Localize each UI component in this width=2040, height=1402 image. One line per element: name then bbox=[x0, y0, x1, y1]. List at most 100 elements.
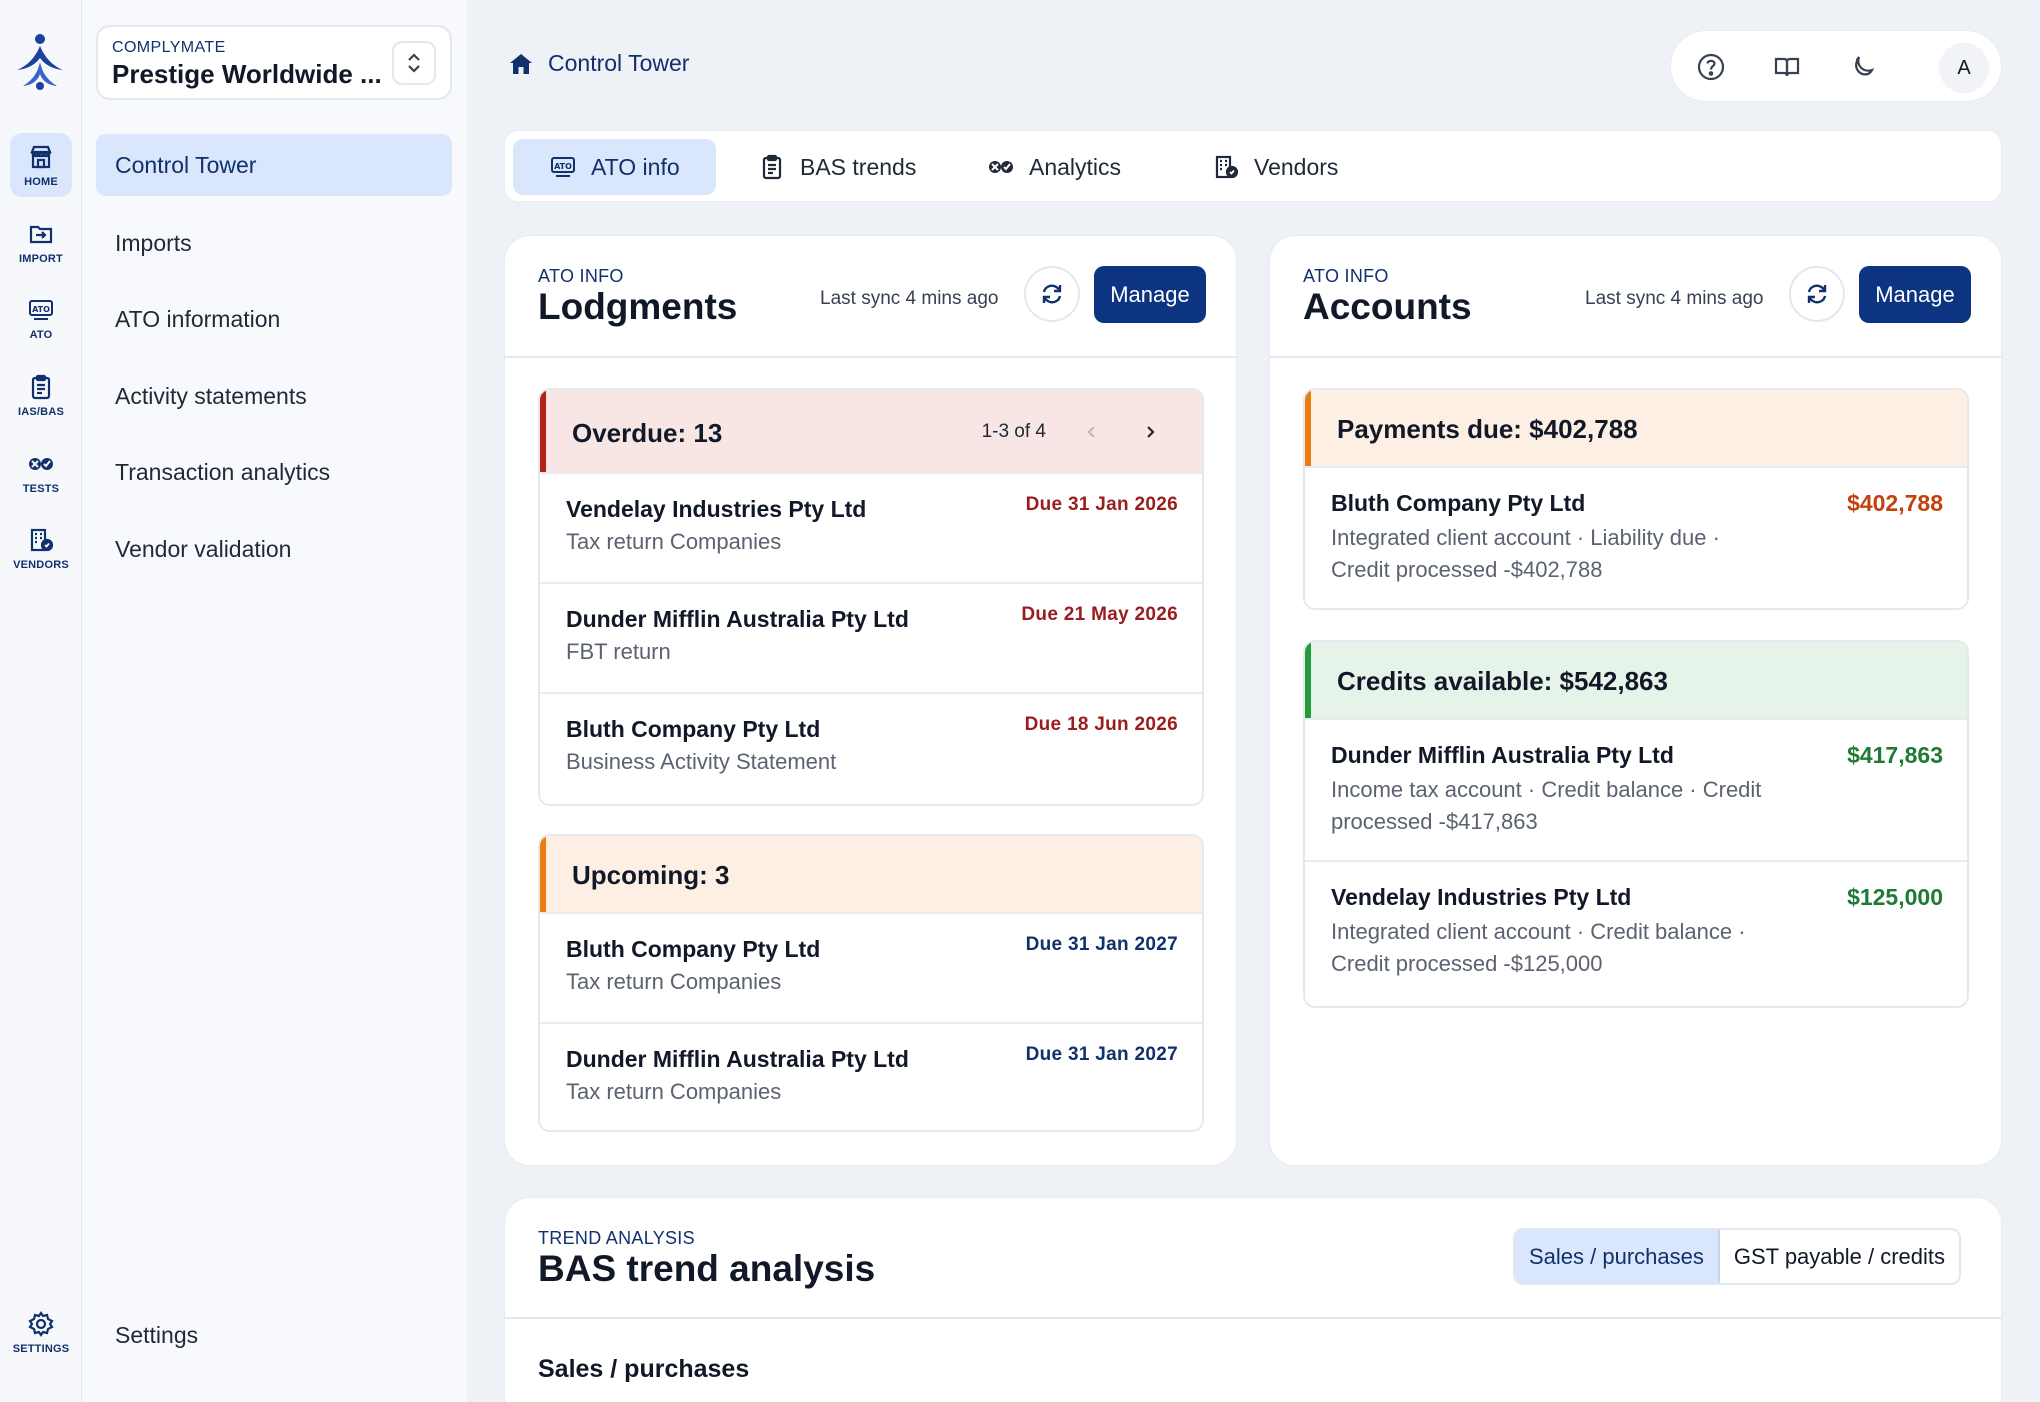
help-button[interactable] bbox=[1693, 49, 1729, 85]
lodgment-entity: Vendelay Industries Pty Ltd bbox=[566, 496, 867, 522]
rail-import[interactable]: IMPORT bbox=[10, 210, 72, 274]
tab-ato-info[interactable]: ATO ATO info bbox=[513, 139, 716, 195]
credits-available-header: Credits available: $542,863 bbox=[1305, 642, 1967, 718]
pager-next-button[interactable] bbox=[1138, 420, 1162, 444]
overdue-header: Overdue: 13 1-3 of 4 bbox=[540, 390, 1202, 472]
rail-import-label: IMPORT bbox=[19, 252, 63, 265]
tab-bas-trends[interactable]: BAS trends bbox=[722, 139, 952, 195]
nav-activity-statements[interactable]: Activity statements bbox=[115, 382, 307, 409]
lodgment-entity: Dunder Mifflin Australia Pty Ltd bbox=[566, 1046, 909, 1072]
toggle-sales-purchases[interactable]: Sales / purchases bbox=[1515, 1230, 1720, 1283]
vendors-icon bbox=[1215, 155, 1239, 179]
trend-card: TREND ANALYSIS BAS trend analysis Sales … bbox=[504, 1197, 2002, 1402]
org-name: Prestige Worldwide ... bbox=[112, 59, 382, 89]
lodgment-entity: Bluth Company Pty Ltd bbox=[566, 716, 821, 742]
home-store-icon bbox=[30, 145, 52, 168]
account-row[interactable]: Bluth Company Pty Ltd $402,788 Integrate… bbox=[1305, 466, 1967, 608]
clipboard-icon bbox=[31, 374, 51, 399]
breadcrumb[interactable]: Control Tower bbox=[508, 50, 689, 77]
vendors-icon bbox=[30, 528, 54, 551]
lodgment-type: Business Activity Statement bbox=[566, 749, 837, 774]
account-amount: $125,000 bbox=[1847, 884, 1943, 910]
account-detail-line-2: Credit processed -$125,000 bbox=[1331, 951, 1603, 976]
gear-icon bbox=[28, 1310, 54, 1337]
nav-ato-information[interactable]: ATO information bbox=[115, 305, 281, 332]
tests-icon bbox=[989, 161, 1013, 173]
moon-icon bbox=[1855, 56, 1875, 76]
accounts-sync-status: Last sync 4 mins ago bbox=[1585, 288, 1764, 309]
payments-due-title: Payments due: $402,788 bbox=[1337, 414, 1638, 444]
accounts-refresh-button[interactable] bbox=[1789, 266, 1845, 322]
refresh-icon bbox=[1807, 284, 1827, 304]
nav-control-tower[interactable]: Control Tower bbox=[96, 134, 452, 196]
rail-home-label: HOME bbox=[24, 175, 58, 188]
account-row[interactable]: Dunder Mifflin Australia Pty Ltd $417,86… bbox=[1305, 718, 1967, 860]
complymate-logo[interactable] bbox=[13, 32, 67, 92]
pager-label: 1-3 of 4 bbox=[981, 421, 1046, 442]
help-icon bbox=[1697, 53, 1725, 81]
rail-ato[interactable]: ATO ATO bbox=[10, 286, 72, 350]
clipboard-icon bbox=[762, 154, 782, 180]
nav-transaction-analytics[interactable]: Transaction analytics bbox=[115, 458, 331, 485]
tab-vendors[interactable]: Vendors bbox=[1176, 139, 1374, 195]
accounts-manage-button[interactable]: Manage bbox=[1859, 266, 1971, 323]
lodgments-manage-button[interactable]: Manage bbox=[1094, 266, 1206, 323]
trend-view-toggle: Sales / purchases GST payable / credits bbox=[1513, 1228, 1962, 1285]
account-detail-line-1: Income tax account · Credit balance · Cr… bbox=[1331, 777, 1762, 802]
lodgment-row[interactable]: Vendelay Industries Pty Ltd Tax return C… bbox=[540, 472, 1202, 582]
tab-ato-info-label: ATO info bbox=[591, 153, 680, 180]
lodgment-row[interactable]: Bluth Company Pty Ltd Tax return Compani… bbox=[540, 912, 1202, 1022]
lodgment-row[interactable]: Dunder Mifflin Australia Pty Ltd FBT ret… bbox=[540, 582, 1202, 692]
nav-settings[interactable]: Settings bbox=[115, 1321, 199, 1348]
rail-settings[interactable]: SETTINGS bbox=[10, 1300, 72, 1364]
org-switch-button[interactable] bbox=[392, 41, 436, 85]
account-row[interactable]: Vendelay Industries Pty Ltd $125,000 Int… bbox=[1305, 860, 1967, 1002]
rail-iasbas[interactable]: IAS/BAS bbox=[10, 363, 72, 427]
lodgment-row[interactable]: Bluth Company Pty Ltd Business Activity … bbox=[540, 692, 1202, 802]
tab-analytics[interactable]: Analytics bbox=[951, 139, 1157, 195]
trend-section-title: Sales / purchases bbox=[538, 1355, 750, 1383]
breadcrumb-label: Control Tower bbox=[548, 50, 690, 76]
main-tabs: ATO ATO info BAS trends Analytics Vendor… bbox=[504, 130, 2002, 202]
org-tag: COMPLYMATE bbox=[112, 39, 226, 56]
docs-button[interactable] bbox=[1769, 49, 1805, 85]
nav-imports[interactable]: Imports bbox=[115, 229, 192, 256]
card-divider bbox=[505, 356, 1236, 358]
rail-tests[interactable]: TESTS bbox=[10, 440, 72, 504]
tab-bas-trends-label: BAS trends bbox=[800, 153, 917, 180]
rail-ato-label: ATO bbox=[29, 328, 53, 341]
account-entity: Vendelay Industries Pty Ltd bbox=[1331, 884, 1632, 910]
lodgment-due-date: Due 31 Jan 2026 bbox=[1025, 494, 1178, 515]
theme-toggle-button[interactable] bbox=[1845, 49, 1881, 85]
lodgment-type: Tax return Companies bbox=[566, 969, 782, 994]
lodgments-title: Lodgments bbox=[538, 286, 738, 327]
lodgment-entity: Dunder Mifflin Australia Pty Ltd bbox=[566, 606, 909, 632]
top-actions: A bbox=[1670, 30, 2002, 102]
lodgments-refresh-button[interactable] bbox=[1024, 266, 1080, 322]
sidebar bbox=[82, 0, 467, 1402]
lodgments-eyebrow: ATO INFO bbox=[538, 266, 624, 286]
rail-vendors[interactable]: VENDORS bbox=[10, 516, 72, 580]
toggle-gst-payable-credits[interactable]: GST payable / credits bbox=[1733, 1243, 1946, 1269]
org-switcher[interactable]: COMPLYMATE Prestige Worldwide ... bbox=[96, 25, 452, 100]
lodgment-row[interactable]: Dunder Mifflin Australia Pty Ltd Tax ret… bbox=[540, 1022, 1202, 1130]
avatar[interactable]: A bbox=[1939, 43, 1989, 93]
account-detail-line-1: Integrated client account · Liability du… bbox=[1331, 525, 1720, 550]
credits-available-title: Credits available: $542,863 bbox=[1337, 666, 1668, 696]
tab-vendors-label: Vendors bbox=[1254, 153, 1339, 180]
rail-home[interactable]: HOME bbox=[10, 133, 72, 197]
ato-icon: ATO bbox=[29, 299, 53, 320]
overdue-group: Overdue: 13 1-3 of 4 Vendelay Industries… bbox=[538, 388, 1204, 806]
chevron-right-icon bbox=[1147, 426, 1155, 438]
tests-icon bbox=[29, 457, 53, 470]
pager-prev-button[interactable] bbox=[1080, 420, 1104, 444]
lodgment-due-date: Due 31 Jan 2027 bbox=[1025, 1044, 1178, 1065]
nav-vendor-validation[interactable]: Vendor validation bbox=[115, 535, 292, 562]
upcoming-title: Upcoming: 3 bbox=[572, 860, 730, 890]
card-divider bbox=[505, 1317, 2001, 1319]
lodgments-sync-status: Last sync 4 mins ago bbox=[820, 288, 999, 309]
account-detail-line-2: Credit processed -$402,788 bbox=[1331, 557, 1603, 582]
lodgment-due-date: Due 31 Jan 2027 bbox=[1025, 934, 1178, 955]
lodgment-due-date: Due 18 Jun 2026 bbox=[1024, 714, 1178, 735]
lodgment-type: Tax return Companies bbox=[566, 529, 782, 554]
